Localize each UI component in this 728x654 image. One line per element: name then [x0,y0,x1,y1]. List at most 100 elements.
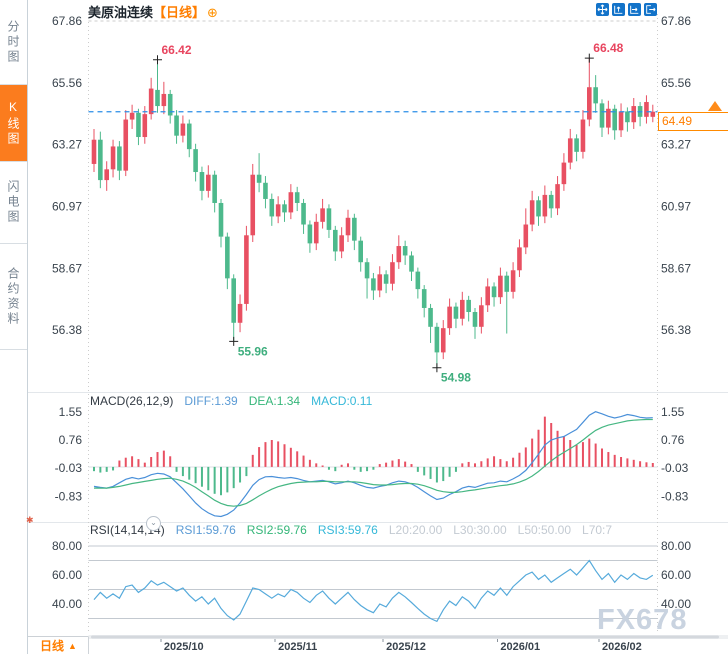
candle-body[interactable] [186,123,192,150]
candle-body[interactable] [383,274,389,284]
candle-body[interactable] [548,194,554,209]
candle-body[interactable] [123,119,129,171]
candle-body[interactable] [447,306,452,329]
candle-body[interactable] [206,174,211,191]
sidebar-item-contract-info[interactable]: 合约资料 [0,244,27,350]
candle-body[interactable] [390,262,395,284]
scrollbar-thumb[interactable] [91,635,719,639]
candle-body[interactable] [428,307,433,327]
candle-body[interactable] [415,271,421,290]
candle-body[interactable] [174,115,179,136]
sidebar-item-time-chart[interactable]: 分时图 [0,0,27,85]
candle-body[interactable] [212,174,217,203]
move-tool-button[interactable] [596,3,609,16]
candle-body[interactable] [225,236,230,279]
candle-body[interactable] [479,305,484,327]
candle-body[interactable] [491,286,497,298]
candle-body[interactable] [460,299,465,319]
candle-body[interactable] [313,221,319,244]
sidebar-item-lightning-chart[interactable]: 闪电图 [0,162,27,244]
price-arrow-icon[interactable] [708,101,722,111]
candle-body[interactable] [91,139,97,164]
candle-body[interactable] [193,149,198,173]
candle-body[interactable] [307,224,313,244]
candle-body[interactable] [250,174,256,236]
candle-body[interactable] [377,274,383,291]
candle-body[interactable] [129,112,135,120]
candle-body[interactable] [110,146,116,170]
candle-body[interactable] [567,138,573,163]
candle-body[interactable] [352,217,357,241]
candle-body[interactable] [593,87,598,104]
candle-body[interactable] [523,224,529,248]
sidebar-item-kline-chart[interactable]: K线图 [0,85,27,162]
candle-body[interactable] [288,192,294,213]
candle-body[interactable] [510,270,516,292]
candle-body[interactable] [294,192,300,203]
candle-body[interactable] [536,200,541,217]
candle-body[interactable] [142,114,148,138]
circle-plus-icon[interactable]: ⊕ [207,5,218,20]
candle-body[interactable] [529,200,535,225]
candle-body[interactable] [136,112,141,138]
candle-body[interactable] [275,204,281,217]
candle-body[interactable] [644,102,649,117]
horizontal-scale-button[interactable] [628,3,641,16]
candle-body[interactable] [466,299,471,313]
candle-body[interactable] [167,93,173,116]
candle-body[interactable] [263,182,268,199]
candle-body[interactable] [148,88,154,115]
candle-body[interactable] [542,194,548,217]
candle-body[interactable] [333,229,338,252]
candle-body[interactable] [599,103,605,128]
candle-body[interactable] [434,326,440,353]
candle-body[interactable] [580,119,586,152]
candle-body[interactable] [117,146,122,171]
candle-body[interactable] [339,235,344,252]
candle-body[interactable] [244,235,249,304]
candle-body[interactable] [587,87,592,120]
candle-body[interactable] [98,139,103,181]
candle-body[interactable] [358,240,363,263]
candle-body[interactable] [440,328,446,353]
candle-body[interactable] [485,286,490,306]
candle-body[interactable] [364,262,370,279]
candle-body[interactable] [237,303,243,323]
candle-body[interactable] [180,123,186,136]
period-selector[interactable]: 日线 ▲ [29,637,89,654]
candle-body[interactable] [301,202,306,225]
candle-body[interactable] [282,204,287,213]
candle-body[interactable] [161,93,167,107]
vertical-scale-button[interactable] [612,3,625,16]
candle-body[interactable] [606,108,611,128]
candle-body[interactable] [326,208,332,230]
candle-body[interactable] [453,306,459,319]
candle-body[interactable] [104,169,109,181]
candle-body[interactable] [517,247,522,271]
candle-body[interactable] [421,289,427,308]
candle-body[interactable] [631,106,637,123]
candle-body[interactable] [371,278,376,291]
candle-body[interactable] [625,111,630,123]
candle-body[interactable] [498,275,503,298]
candle-body[interactable] [409,255,414,272]
candle-body[interactable] [561,162,567,185]
candle-body[interactable] [345,217,351,236]
candle-body[interactable] [504,275,510,292]
candle-body[interactable] [269,198,275,217]
indicator-settings-icon[interactable]: ✱ [26,515,34,525]
candle-body[interactable] [472,312,478,327]
candle-body[interactable] [155,89,160,107]
candle-body[interactable] [402,246,408,256]
candle-body[interactable] [218,202,224,237]
candle-body[interactable] [320,208,325,222]
candle-body[interactable] [231,278,236,323]
candle-body[interactable] [396,246,402,263]
candle-body[interactable] [618,111,624,131]
candle-body[interactable] [574,138,579,152]
candle-body[interactable] [199,172,205,191]
candle-body[interactable] [555,184,560,209]
candle-body[interactable] [256,174,262,183]
candle-body[interactable] [650,111,656,117]
